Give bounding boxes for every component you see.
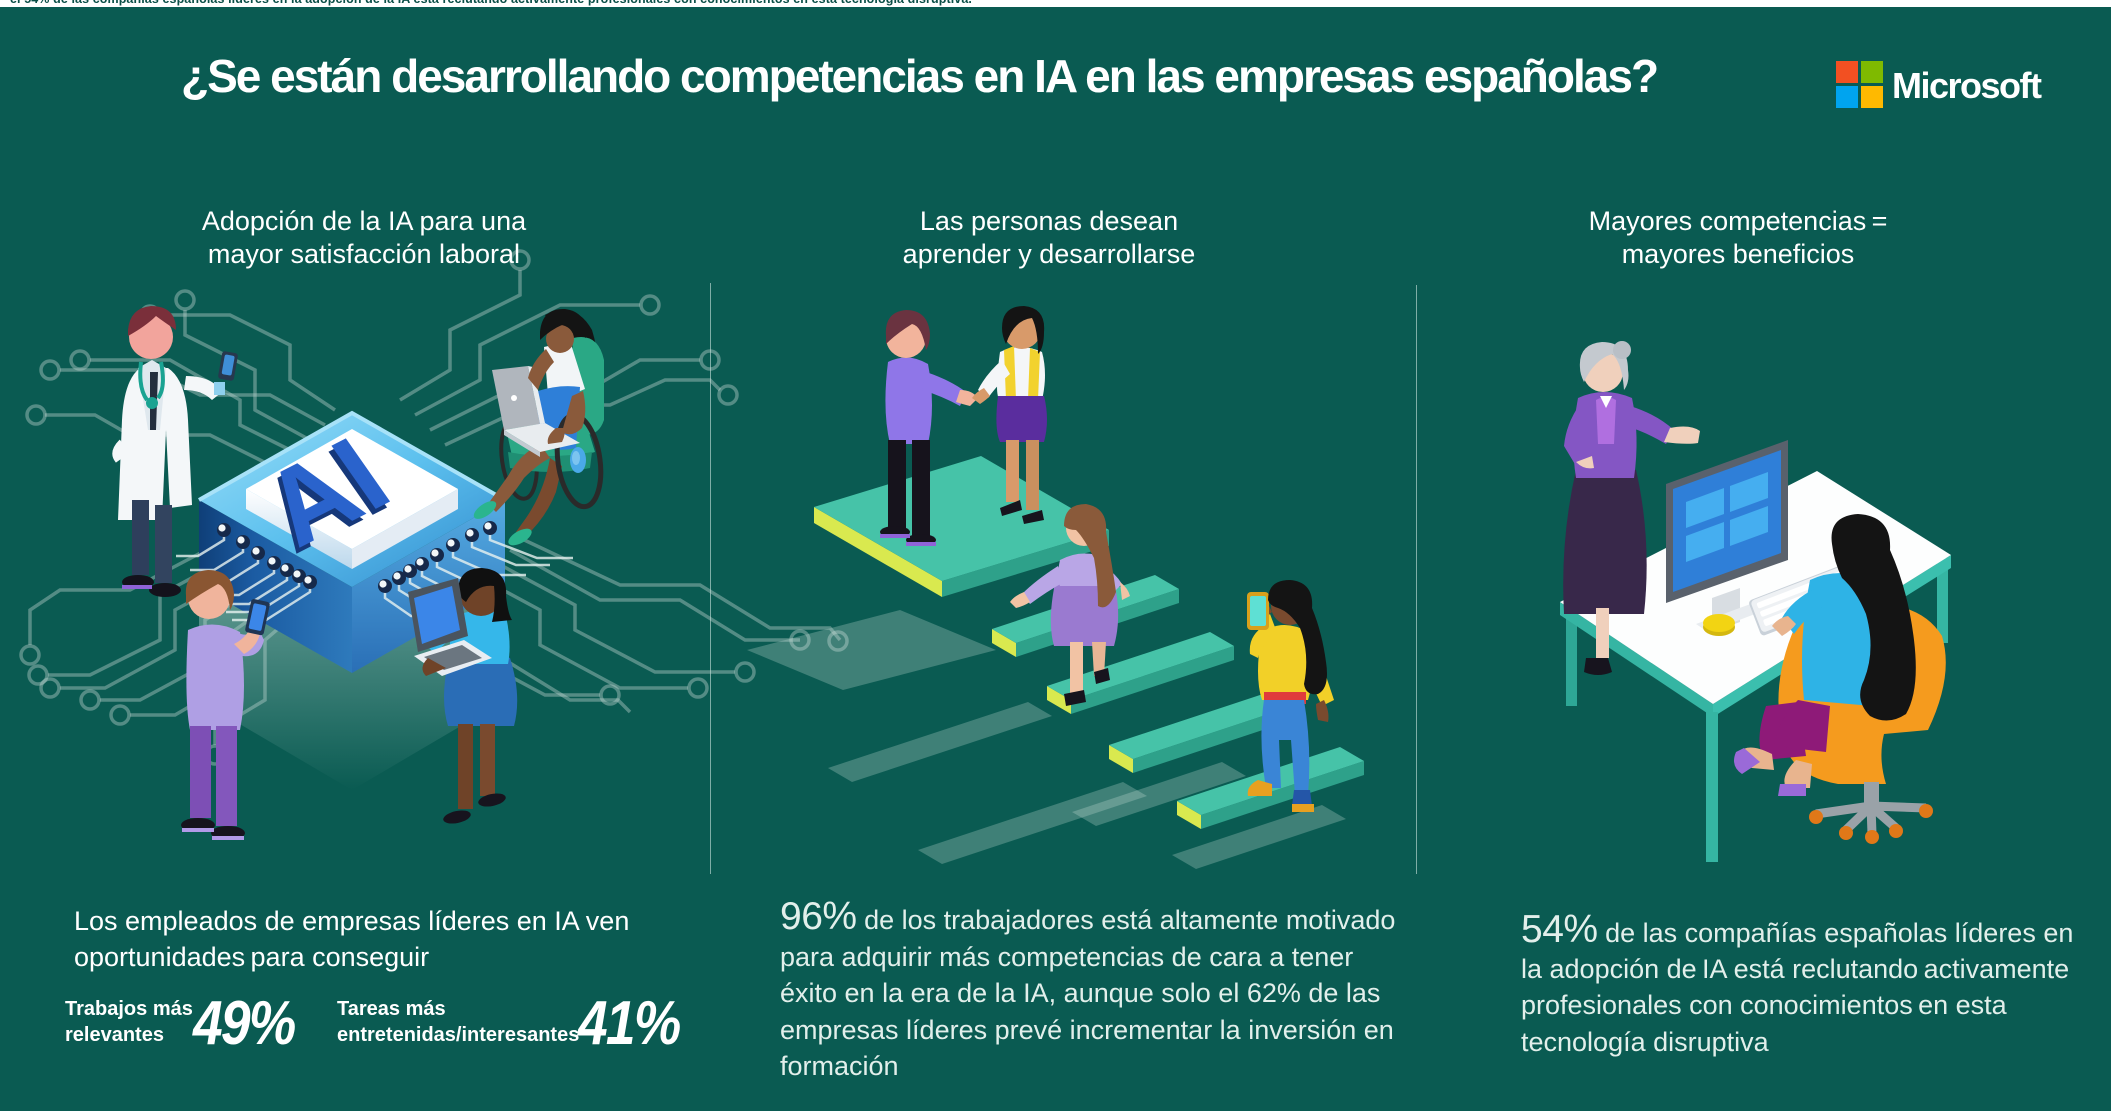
svg-text:Microsoft: Microsoft <box>1892 65 2042 106</box>
